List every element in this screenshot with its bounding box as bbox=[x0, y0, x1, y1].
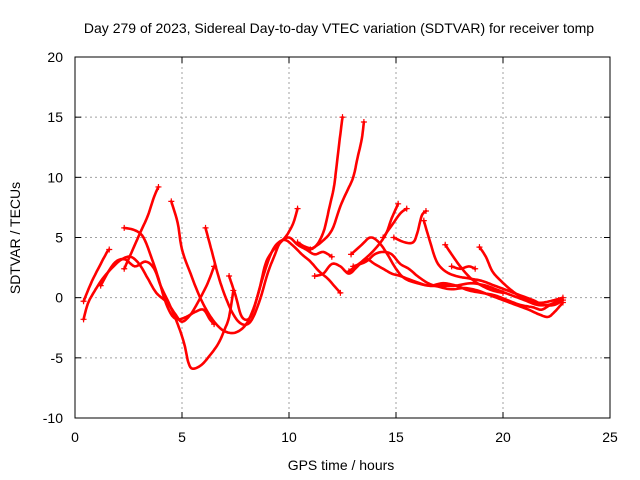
series-line bbox=[309, 120, 366, 251]
chart-title: Day 279 of 2023, Sidereal Day-to-day VTE… bbox=[84, 20, 594, 36]
plus-marker bbox=[360, 118, 367, 125]
plus-marker bbox=[337, 289, 344, 296]
series-line bbox=[122, 226, 216, 326]
series-track-15 bbox=[380, 205, 410, 241]
plus-marker bbox=[121, 224, 128, 231]
x-tick-label: 10 bbox=[281, 429, 297, 445]
y-tick-label: 10 bbox=[47, 169, 63, 185]
plus-marker bbox=[339, 114, 346, 121]
plus-marker bbox=[348, 251, 355, 258]
series-line bbox=[478, 245, 565, 305]
y-tick-label: -5 bbox=[51, 350, 64, 366]
plus-marker bbox=[476, 244, 483, 251]
series-track-10 bbox=[307, 118, 367, 253]
series-track-2 bbox=[80, 246, 113, 305]
y-tick-label: 20 bbox=[47, 49, 63, 65]
series-line bbox=[351, 250, 565, 319]
series-track-20 bbox=[448, 263, 479, 272]
series-track-4 bbox=[121, 183, 162, 272]
plus-marker bbox=[311, 273, 318, 280]
plus-marker bbox=[403, 205, 410, 212]
plus-marker bbox=[395, 200, 402, 207]
plus-marker bbox=[390, 234, 397, 241]
plus-marker bbox=[345, 268, 352, 275]
series-line bbox=[122, 185, 160, 271]
series-track-18 bbox=[442, 241, 506, 296]
plus-marker bbox=[121, 265, 128, 272]
series-line bbox=[349, 236, 560, 311]
plus-marker bbox=[328, 253, 335, 260]
series-line bbox=[422, 219, 565, 307]
x-tick-label: 15 bbox=[388, 429, 404, 445]
plus-marker bbox=[472, 265, 479, 272]
series-line bbox=[296, 115, 344, 250]
grid-lines bbox=[75, 57, 610, 418]
plus-marker bbox=[80, 316, 87, 323]
plus-marker bbox=[106, 246, 113, 253]
plus-marker bbox=[80, 298, 87, 305]
plus-marker bbox=[294, 239, 301, 246]
series-line bbox=[392, 209, 428, 245]
plus-marker bbox=[442, 241, 449, 248]
series-track-19 bbox=[476, 244, 566, 305]
x-tick-label: 20 bbox=[495, 429, 511, 445]
data-series-group bbox=[80, 114, 566, 370]
y-axis-label: SDTVAR / TECUs bbox=[7, 182, 23, 294]
y-tick-label: -10 bbox=[43, 410, 63, 426]
axis-ticks bbox=[74, 56, 611, 419]
x-tick-label: 25 bbox=[602, 429, 618, 445]
plus-marker bbox=[350, 263, 357, 270]
series-track-7 bbox=[202, 224, 335, 327]
series-line bbox=[82, 248, 111, 303]
plus-marker bbox=[307, 246, 314, 253]
plus-marker bbox=[448, 263, 455, 270]
series-track-3 bbox=[97, 257, 237, 370]
series-track-17 bbox=[420, 217, 566, 307]
series-line bbox=[227, 207, 299, 322]
plus-marker bbox=[559, 294, 566, 301]
series-track-8 bbox=[226, 205, 301, 322]
x-tick-label: 5 bbox=[178, 429, 186, 445]
x-axis-label: GPS time / hours bbox=[288, 457, 395, 473]
series-line bbox=[99, 257, 235, 370]
series-line bbox=[82, 255, 216, 323]
series-line bbox=[204, 226, 334, 327]
plus-marker bbox=[226, 273, 233, 280]
plus-marker bbox=[500, 289, 506, 296]
plus-marker bbox=[294, 205, 301, 212]
plus-marker bbox=[168, 198, 175, 205]
series-track-9 bbox=[294, 114, 346, 250]
series-line bbox=[450, 265, 477, 271]
series-line bbox=[381, 207, 408, 239]
x-tick-label: 0 bbox=[71, 429, 79, 445]
tick-labels: 0 5 10 15 20 25 -10 -5 0 5 10 15 20 bbox=[43, 49, 618, 445]
y-tick-label: 15 bbox=[47, 109, 63, 125]
plus-marker bbox=[422, 208, 429, 215]
plus-marker bbox=[380, 234, 387, 241]
plus-marker bbox=[202, 224, 209, 231]
plus-marker bbox=[420, 217, 427, 224]
plus-marker bbox=[155, 183, 162, 190]
y-tick-label: 5 bbox=[55, 230, 63, 246]
series-line bbox=[443, 243, 505, 295]
y-tick-label: 0 bbox=[55, 290, 63, 306]
plus-marker bbox=[97, 282, 104, 289]
series-track-16 bbox=[390, 208, 429, 245]
